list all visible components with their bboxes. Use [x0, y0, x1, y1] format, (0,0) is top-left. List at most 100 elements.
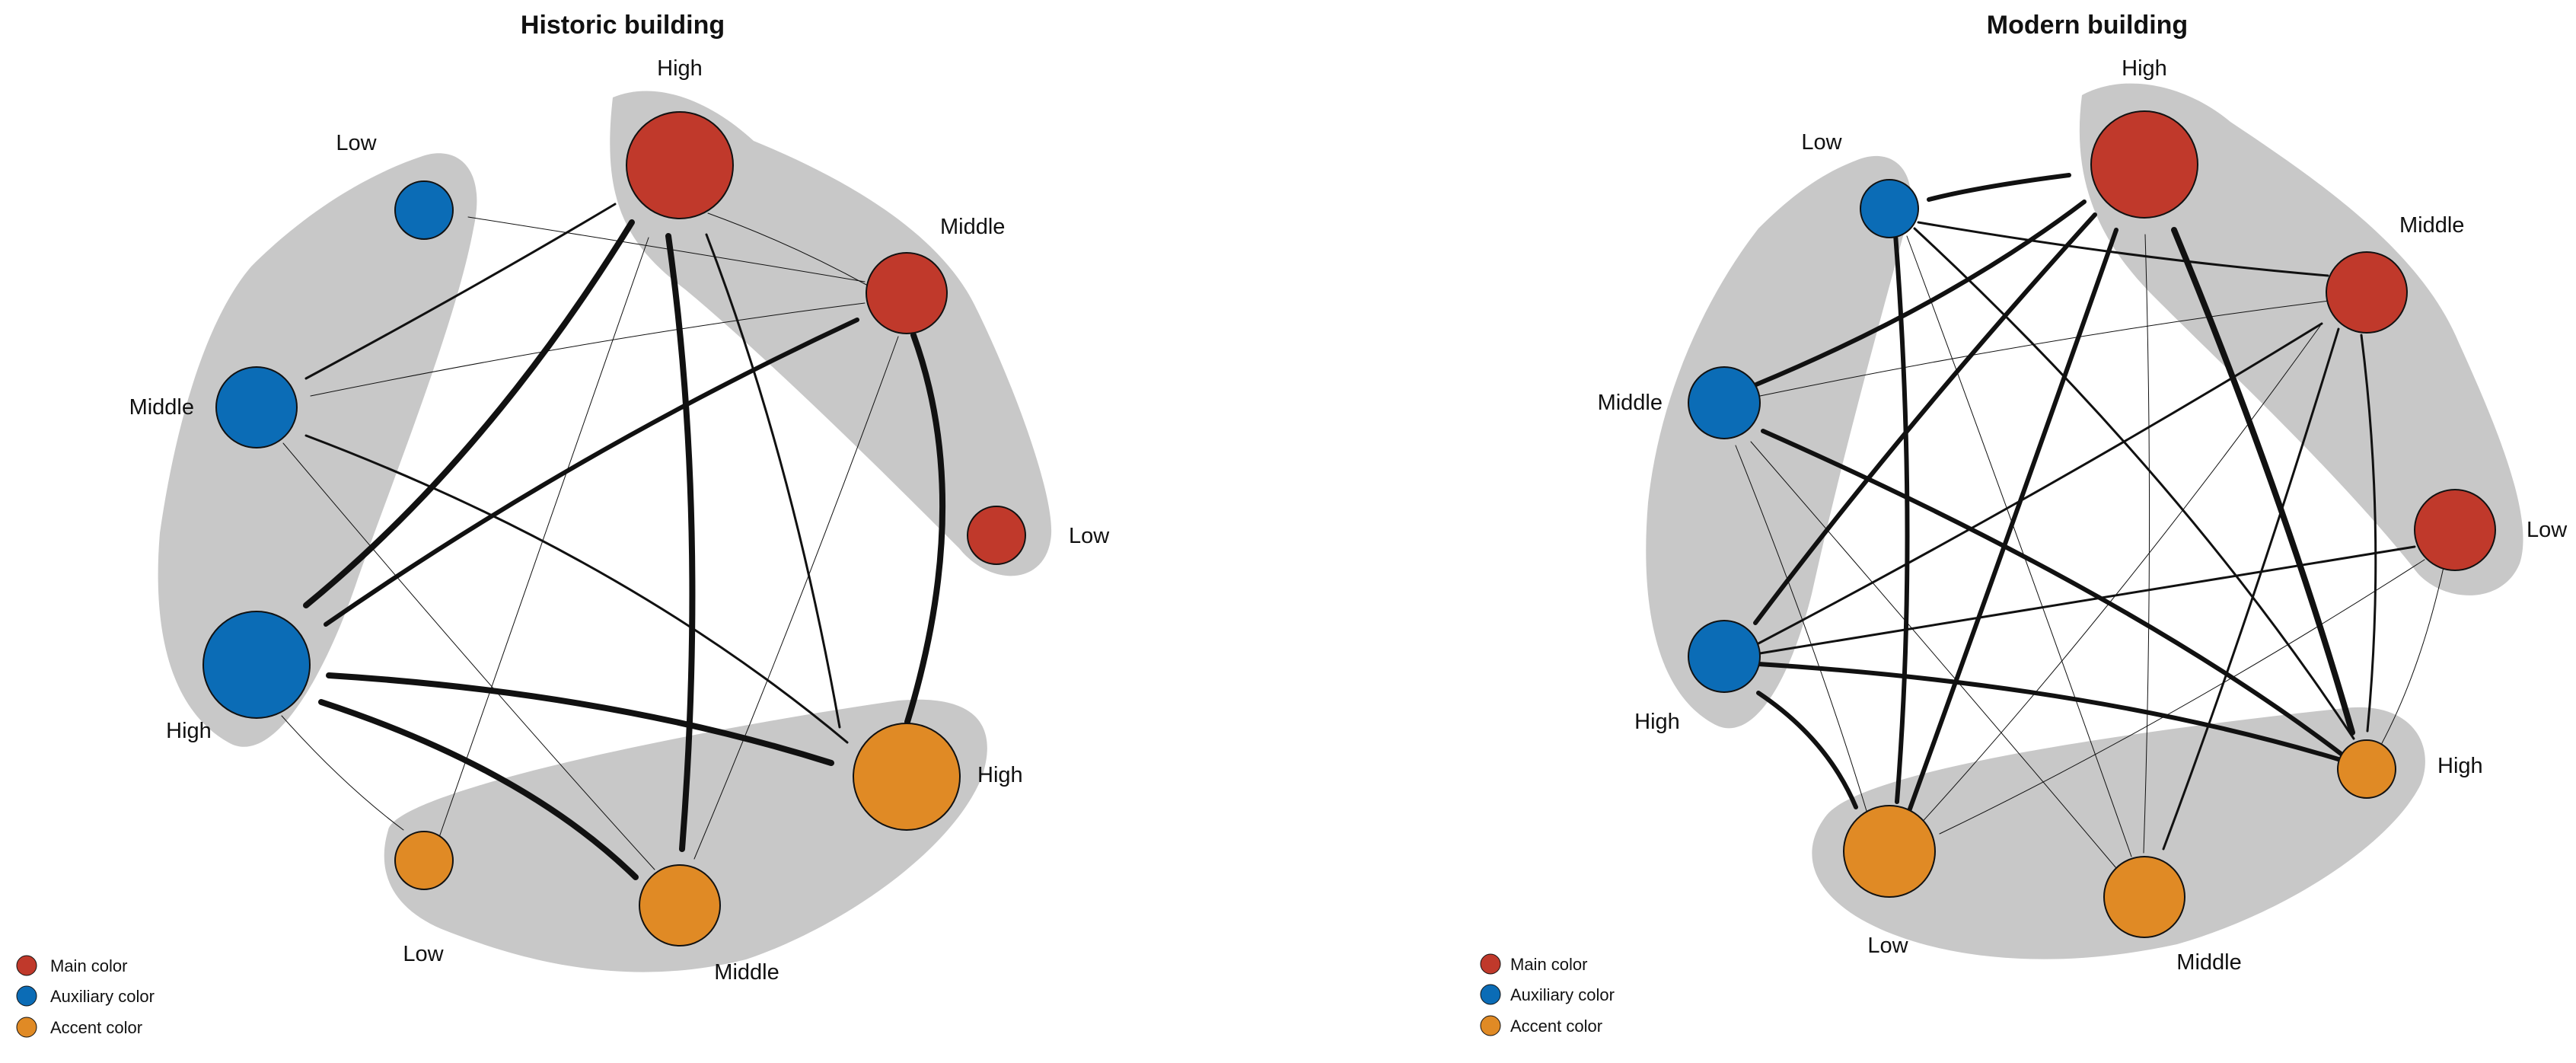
edge-aH-cM: [318, 699, 639, 880]
nodes: [202, 111, 1026, 946]
legend: Main color Auxiliary color Accent color: [16, 955, 155, 1038]
edge-mH-cH: [705, 233, 841, 729]
label-main-high: High: [657, 56, 703, 81]
panel-historic: Historic building: [16, 11, 1111, 1038]
panel-modern: Modern building: [1480, 11, 2568, 1036]
label-main-middle: Middle: [940, 215, 1005, 239]
edge-aH-cH: [1756, 662, 2343, 762]
edge-aM-cM: [282, 442, 655, 870]
label-auxiliary-low: Low: [336, 131, 377, 155]
label-main-low: Low: [2527, 518, 2568, 542]
legend-label-accent: Accent color: [1510, 1017, 1602, 1036]
label-main-middle: Middle: [2399, 213, 2464, 238]
edge-mH-cL: [437, 237, 649, 842]
node-main-middle[interactable]: [2326, 251, 2408, 334]
edge-aL-mH: [1927, 173, 2071, 202]
legend-label-main: Main color: [1510, 955, 1587, 974]
edge-mL-cH: [2380, 567, 2444, 745]
node-accent-middle[interactable]: [2103, 856, 2185, 938]
node-auxiliary-low[interactable]: [1860, 179, 1919, 238]
label-accent-middle: Middle: [2176, 950, 2241, 975]
legend-swatch-accent: [16, 1017, 37, 1038]
edge-aM-mM: [1759, 300, 2330, 397]
legend-swatch-accent: [1480, 1015, 1501, 1036]
edge-aH-mM: [1757, 322, 2323, 645]
edge-aL-cH: [1913, 227, 2355, 740]
edge-aM-cM: [1750, 441, 2117, 869]
node-auxiliary-middle[interactable]: [1688, 366, 1761, 439]
edges: [281, 203, 946, 880]
label-accent-low: Low: [403, 942, 444, 966]
node-main-high[interactable]: [2090, 110, 2198, 219]
edge-mH-mM: [707, 212, 869, 286]
edges: [1735, 173, 2444, 869]
label-auxiliary-middle: Middle: [129, 395, 194, 420]
group-hulls: [1646, 83, 2523, 959]
node-accent-low[interactable]: [1843, 805, 1936, 898]
edge-aH-cH: [326, 672, 834, 766]
node-auxiliary-low[interactable]: [394, 180, 454, 240]
edge-mM-cL: [1918, 325, 2321, 827]
edge-aM-cH: [304, 434, 849, 744]
node-main-middle[interactable]: [866, 252, 948, 334]
edge-mM-cH: [904, 332, 946, 725]
node-labels: High Middle Low Low Middle High High Mid…: [1598, 56, 2568, 975]
node-auxiliary-high[interactable]: [1688, 620, 1761, 693]
legend-label-auxiliary: Auxiliary color: [1510, 985, 1615, 1004]
edge-aM-cH: [1761, 429, 2345, 758]
edge-mH-aH: [303, 219, 635, 608]
edge-mH-cM: [2143, 234, 2150, 854]
legend-swatch-main: [16, 955, 37, 976]
node-accent-high[interactable]: [853, 723, 961, 831]
panel-title: Modern building: [1987, 11, 2188, 40]
edge-aL-cM: [1906, 235, 2132, 857]
label-accent-low: Low: [1867, 934, 1908, 958]
edge-aL-mM: [467, 216, 866, 283]
edge-mH-aM: [304, 203, 617, 380]
node-accent-middle[interactable]: [639, 864, 721, 946]
group-hulls: [158, 91, 1052, 972]
legend-swatch-main: [1480, 953, 1501, 975]
legend-label-accent: Accent color: [50, 1018, 142, 1037]
edge-mH-aM: [1754, 200, 2087, 387]
legend-label-main: Main color: [50, 956, 127, 975]
edge-mH-cL: [1907, 228, 2119, 813]
node-labels: High Middle Low Low Middle High High Mid…: [129, 56, 1111, 985]
node-main-high[interactable]: [626, 111, 734, 219]
node-main-low[interactable]: [2414, 489, 2496, 571]
edge-aH-cL: [1756, 691, 1858, 809]
edge-aH-cL: [281, 715, 404, 831]
label-auxiliary-low: Low: [1801, 130, 1842, 155]
label-main-low: Low: [1069, 524, 1110, 548]
edge-mH-cM: [665, 233, 696, 852]
node-auxiliary-middle[interactable]: [215, 366, 298, 449]
node-accent-low[interactable]: [394, 831, 454, 890]
legend: Main color Auxiliary color Accent color: [1480, 953, 1615, 1036]
edge-aH-mL: [1758, 545, 2416, 655]
node-main-low[interactable]: [967, 506, 1026, 565]
label-auxiliary-high: High: [166, 719, 212, 743]
legend-swatch-auxiliary: [16, 985, 37, 1007]
label-auxiliary-high: High: [1634, 710, 1680, 734]
hull-auxiliary: [1646, 155, 1911, 729]
edge-aM-mM: [310, 302, 866, 397]
label-main-high: High: [2122, 56, 2167, 81]
label-accent-high: High: [977, 763, 1023, 787]
label-accent-high: High: [2437, 754, 2483, 778]
hull-auxiliary: [158, 153, 477, 747]
hull-accent: [1812, 707, 2425, 959]
edge-aM-cL: [1735, 445, 1867, 812]
label-accent-middle: Middle: [714, 960, 779, 985]
node-auxiliary-high[interactable]: [202, 611, 311, 719]
legend-swatch-auxiliary: [1480, 984, 1501, 1005]
edge-aL-mM: [1917, 221, 2329, 277]
legend-label-auxiliary: Auxiliary color: [50, 987, 155, 1006]
hull-main: [2079, 83, 2523, 595]
nodes: [1688, 110, 2496, 938]
edge-mM-cH: [2360, 334, 2377, 733]
edge-mL-cL: [1939, 559, 2425, 835]
node-accent-high[interactable]: [2337, 739, 2396, 799]
panel-title: Historic building: [521, 11, 725, 40]
